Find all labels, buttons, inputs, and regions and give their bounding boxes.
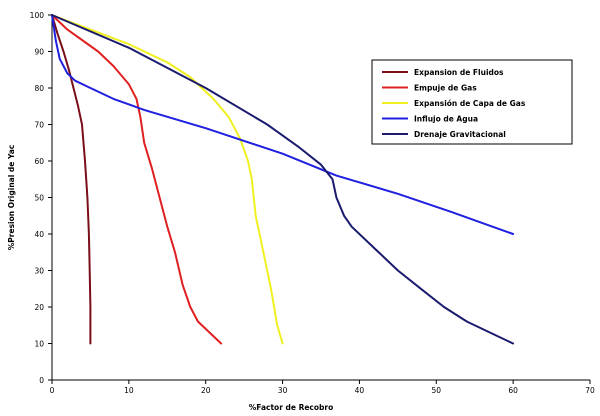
legend-label: Drenaje Gravitacional (414, 130, 506, 139)
legend-label: Expansión de Capa de Gas (414, 99, 526, 108)
x-tick-label: 50 (432, 386, 442, 395)
y-tick-label: 50 (34, 194, 44, 203)
series-line-influjo-de-agua (51, 14, 515, 235)
series-group (51, 14, 515, 345)
x-tick-label: 60 (508, 386, 518, 395)
y-tick-label: 70 (34, 121, 44, 130)
y-axis: 0 10 20 30 40 50 60 70 80 90 100 (30, 11, 53, 385)
y-tick-label: 30 (34, 267, 44, 276)
series-line-empuje-de-gas (51, 14, 223, 345)
y-tick-label: 90 (34, 48, 44, 57)
y-tick-label: 80 (34, 84, 44, 93)
legend: Expansion de Fluidos Empuje de Gas Expansi… (371, 59, 573, 145)
series-line-expansion-de-fluidos (51, 14, 92, 345)
x-tick-label: 10 (124, 386, 134, 395)
legend-label: Influjo de Agua (414, 115, 478, 124)
y-tick-label: 60 (34, 157, 44, 166)
y-tick-label: 0 (39, 376, 44, 385)
x-tick-label: 40 (355, 386, 365, 395)
y-axis-title: %Presion Original de Yac (7, 145, 16, 250)
y-tick-label: 100 (30, 11, 45, 20)
x-tick-label: 70 (585, 386, 595, 395)
x-tick-label: 30 (278, 386, 288, 395)
legend-label: Empuje de Gas (414, 84, 477, 93)
x-tick-label: 20 (201, 386, 211, 395)
series-line-drenaje-gravitacional (51, 14, 515, 345)
x-axis-title: %Factor de Recobro (249, 403, 334, 412)
y-tick-label: 40 (34, 230, 44, 239)
y-tick-label: 10 (34, 340, 44, 349)
x-axis: 0 10 20 30 40 50 60 70 (50, 379, 595, 395)
x-tick-label: 0 (50, 386, 55, 395)
y-tick-label: 20 (34, 303, 44, 312)
legend-label: Expansion de Fluidos (414, 68, 504, 77)
